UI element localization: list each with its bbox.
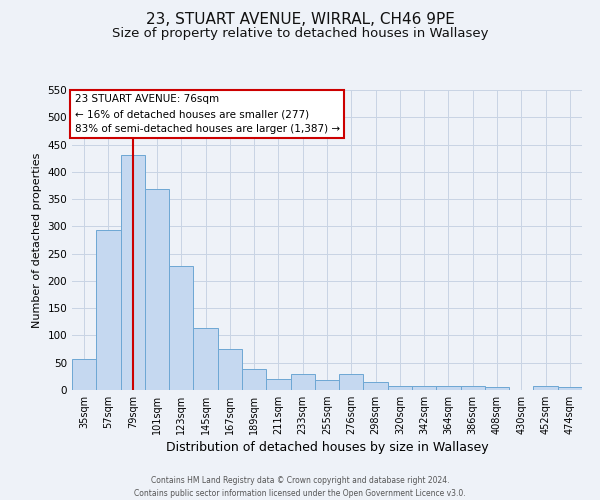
Bar <box>315 380 339 390</box>
Bar <box>266 379 290 390</box>
Text: Size of property relative to detached houses in Wallasey: Size of property relative to detached ho… <box>112 28 488 40</box>
Bar <box>121 156 145 390</box>
Bar <box>533 386 558 390</box>
Bar <box>218 348 242 390</box>
Bar <box>364 382 388 390</box>
Bar <box>339 374 364 390</box>
X-axis label: Distribution of detached houses by size in Wallasey: Distribution of detached houses by size … <box>166 442 488 454</box>
Y-axis label: Number of detached properties: Number of detached properties <box>32 152 42 328</box>
Bar <box>96 230 121 390</box>
Text: 23 STUART AVENUE: 76sqm
← 16% of detached houses are smaller (277)
83% of semi-d: 23 STUART AVENUE: 76sqm ← 16% of detache… <box>74 94 340 134</box>
Bar <box>412 386 436 390</box>
Bar <box>436 386 461 390</box>
Bar <box>388 386 412 390</box>
Bar <box>193 328 218 390</box>
Bar <box>290 374 315 390</box>
Bar <box>242 368 266 390</box>
Bar <box>558 388 582 390</box>
Bar <box>145 190 169 390</box>
Text: Contains HM Land Registry data © Crown copyright and database right 2024.
Contai: Contains HM Land Registry data © Crown c… <box>134 476 466 498</box>
Bar <box>169 266 193 390</box>
Text: 23, STUART AVENUE, WIRRAL, CH46 9PE: 23, STUART AVENUE, WIRRAL, CH46 9PE <box>146 12 454 28</box>
Bar <box>485 388 509 390</box>
Bar <box>72 359 96 390</box>
Bar <box>461 386 485 390</box>
